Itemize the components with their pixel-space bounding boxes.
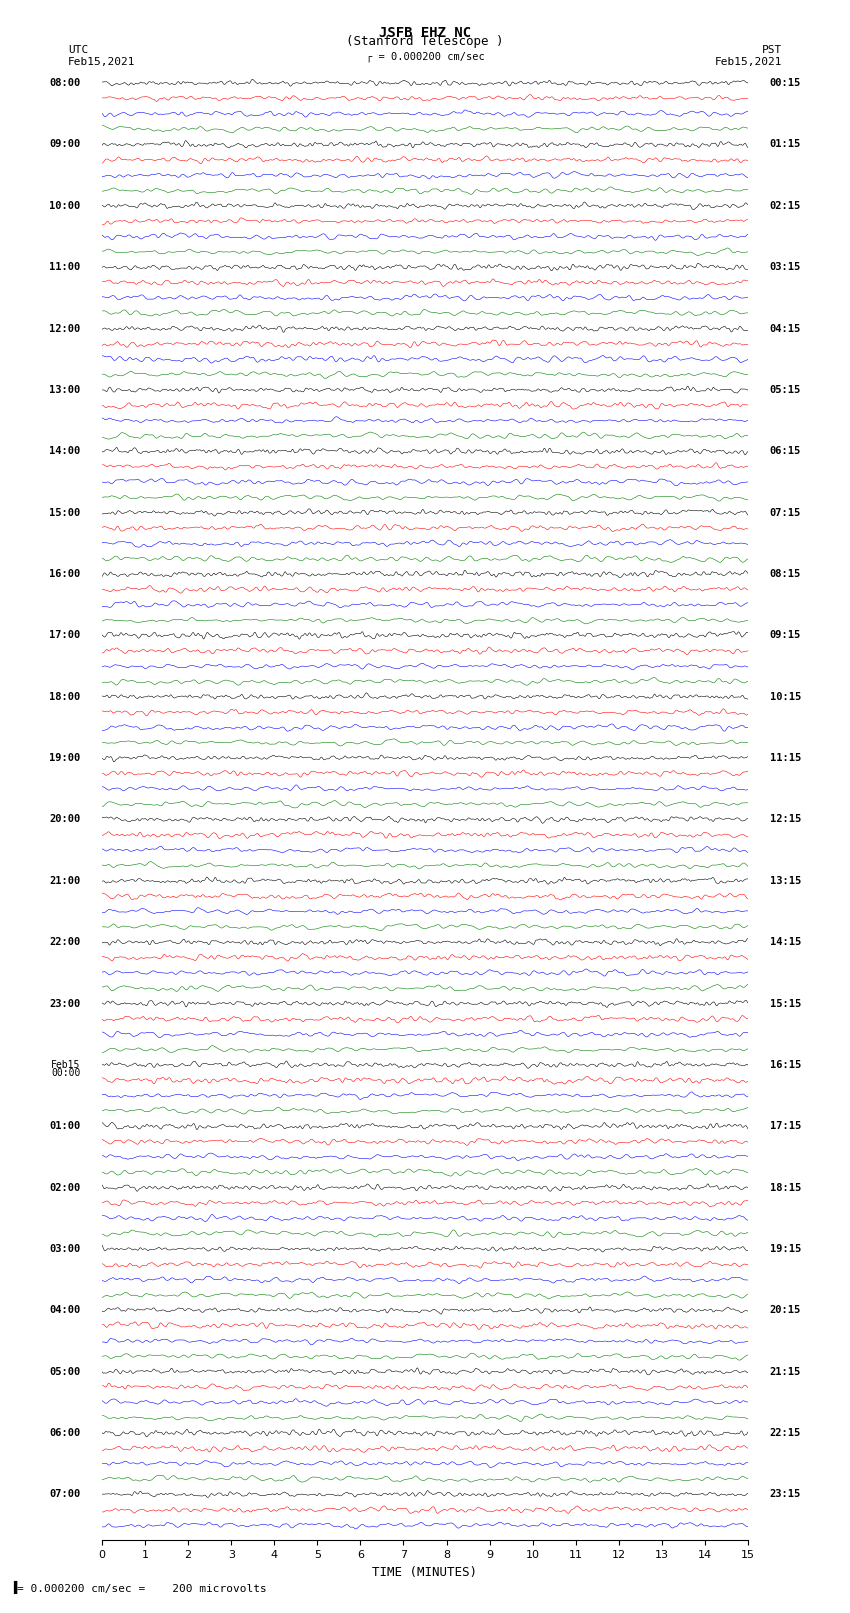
Text: 04:15: 04:15 (769, 324, 801, 334)
Text: 08:00: 08:00 (49, 77, 81, 89)
Text: 01:00: 01:00 (49, 1121, 81, 1131)
Text: 04:00: 04:00 (49, 1305, 81, 1315)
Text: 02:15: 02:15 (769, 200, 801, 211)
Text: 15:15: 15:15 (769, 998, 801, 1008)
Text: UTC
Feb15,2021: UTC Feb15,2021 (68, 45, 135, 66)
Text: 02:00: 02:00 (49, 1182, 81, 1192)
Text: 12:15: 12:15 (769, 815, 801, 824)
Text: 23:00: 23:00 (49, 998, 81, 1008)
Text: 17:15: 17:15 (769, 1121, 801, 1131)
Text: 21:15: 21:15 (769, 1366, 801, 1376)
Text: 10:00: 10:00 (49, 200, 81, 211)
Text: 20:00: 20:00 (49, 815, 81, 824)
Text: 14:15: 14:15 (769, 937, 801, 947)
Text: 21:00: 21:00 (49, 876, 81, 886)
Text: 18:00: 18:00 (49, 692, 81, 702)
Text: 11:15: 11:15 (769, 753, 801, 763)
Text: 05:15: 05:15 (769, 386, 801, 395)
X-axis label: TIME (MINUTES): TIME (MINUTES) (372, 1566, 478, 1579)
Text: 05:00: 05:00 (49, 1366, 81, 1376)
Text: 00:15: 00:15 (769, 77, 801, 89)
Text: 08:15: 08:15 (769, 569, 801, 579)
Text: ▌: ▌ (13, 1581, 20, 1594)
Text: 06:15: 06:15 (769, 447, 801, 456)
Text: 13:00: 13:00 (49, 386, 81, 395)
Text: 16:15: 16:15 (769, 1060, 801, 1069)
Text: Feb15: Feb15 (51, 1060, 81, 1069)
Text: 03:15: 03:15 (769, 263, 801, 273)
Text: 12:00: 12:00 (49, 324, 81, 334)
Text: 17:00: 17:00 (49, 631, 81, 640)
Text: 09:00: 09:00 (49, 139, 81, 150)
Text: = 0.000200 cm/sec =    200 microvolts: = 0.000200 cm/sec = 200 microvolts (17, 1584, 267, 1594)
Text: 03:00: 03:00 (49, 1244, 81, 1253)
Text: 01:15: 01:15 (769, 139, 801, 150)
Text: 09:15: 09:15 (769, 631, 801, 640)
Text: ┌ = 0.000200 cm/sec: ┌ = 0.000200 cm/sec (366, 52, 484, 63)
Text: 20:15: 20:15 (769, 1305, 801, 1315)
Text: JSFB EHZ NC: JSFB EHZ NC (379, 26, 471, 40)
Text: 14:00: 14:00 (49, 447, 81, 456)
Text: 19:00: 19:00 (49, 753, 81, 763)
Text: 13:15: 13:15 (769, 876, 801, 886)
Text: 06:00: 06:00 (49, 1428, 81, 1439)
Text: 22:00: 22:00 (49, 937, 81, 947)
Text: 16:00: 16:00 (49, 569, 81, 579)
Text: 11:00: 11:00 (49, 263, 81, 273)
Text: (Stanford Telescope ): (Stanford Telescope ) (346, 35, 504, 48)
Text: 07:00: 07:00 (49, 1489, 81, 1500)
Text: PST
Feb15,2021: PST Feb15,2021 (715, 45, 782, 66)
Text: 19:15: 19:15 (769, 1244, 801, 1253)
Text: 00:00: 00:00 (51, 1068, 81, 1077)
Text: 15:00: 15:00 (49, 508, 81, 518)
Text: 23:15: 23:15 (769, 1489, 801, 1500)
Text: 22:15: 22:15 (769, 1428, 801, 1439)
Text: 10:15: 10:15 (769, 692, 801, 702)
Text: 07:15: 07:15 (769, 508, 801, 518)
Text: 18:15: 18:15 (769, 1182, 801, 1192)
